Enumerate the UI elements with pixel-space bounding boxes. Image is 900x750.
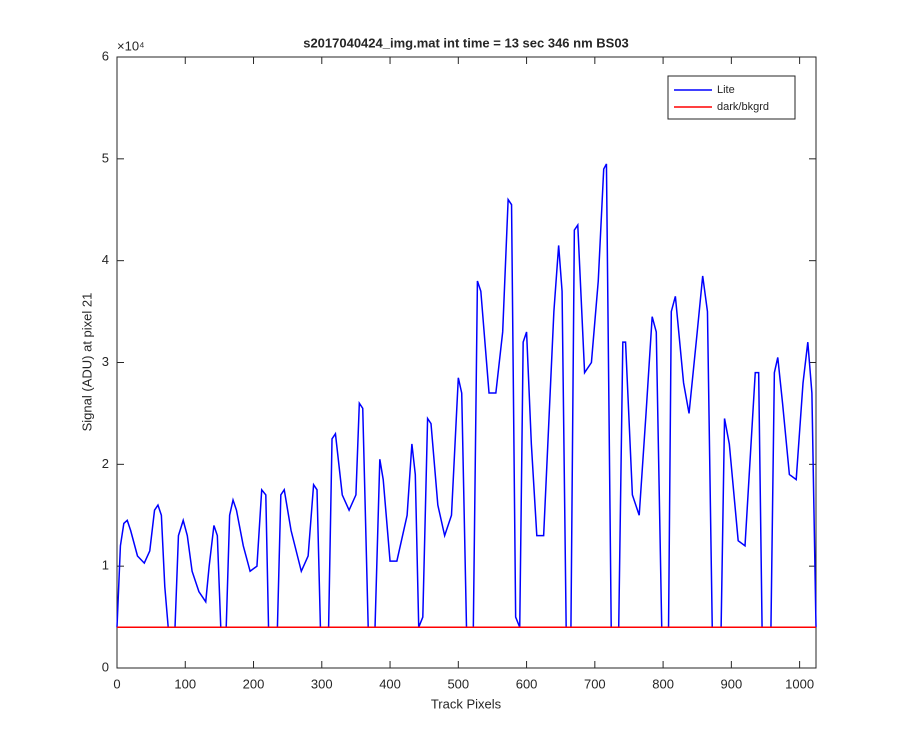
plot-area bbox=[116, 56, 817, 669]
y-tick-label: 5 bbox=[102, 150, 109, 165]
chart-title: s2017040424_img.mat int time = 13 sec 34… bbox=[303, 35, 629, 50]
y-tick-label: 2 bbox=[102, 456, 109, 471]
y-tick-label: 1 bbox=[102, 558, 109, 573]
y-axis-multiplier: ×10⁴ bbox=[117, 38, 145, 53]
x-tick-label: 400 bbox=[379, 676, 401, 691]
x-tick-label: 600 bbox=[516, 676, 538, 691]
y-tick-label: 3 bbox=[102, 354, 109, 369]
x-tick-label: 900 bbox=[721, 676, 743, 691]
y-tick-label: 0 bbox=[102, 659, 109, 674]
x-tick-label: 1000 bbox=[785, 676, 814, 691]
x-tick-label: 200 bbox=[243, 676, 265, 691]
y-tick-label: 4 bbox=[102, 252, 109, 267]
x-tick-label: 100 bbox=[174, 676, 196, 691]
x-axis-label: Track Pixels bbox=[431, 696, 502, 711]
legend-label: Lite bbox=[717, 84, 735, 96]
y-tick-label: 6 bbox=[102, 48, 109, 63]
x-tick-label: 0 bbox=[113, 676, 120, 691]
legend-label: dark/bkgrd bbox=[717, 101, 769, 113]
x-tick-label: 700 bbox=[584, 676, 606, 691]
x-tick-label: 800 bbox=[652, 676, 674, 691]
legend-box bbox=[667, 75, 796, 120]
line-series bbox=[116, 163, 817, 629]
x-tick-label: 300 bbox=[311, 676, 333, 691]
x-tick-label: 500 bbox=[447, 676, 469, 691]
y-axis-label: Signal (ADU) at pixel 21 bbox=[79, 293, 94, 432]
legend: Lite dark/bkgrd bbox=[667, 75, 796, 120]
